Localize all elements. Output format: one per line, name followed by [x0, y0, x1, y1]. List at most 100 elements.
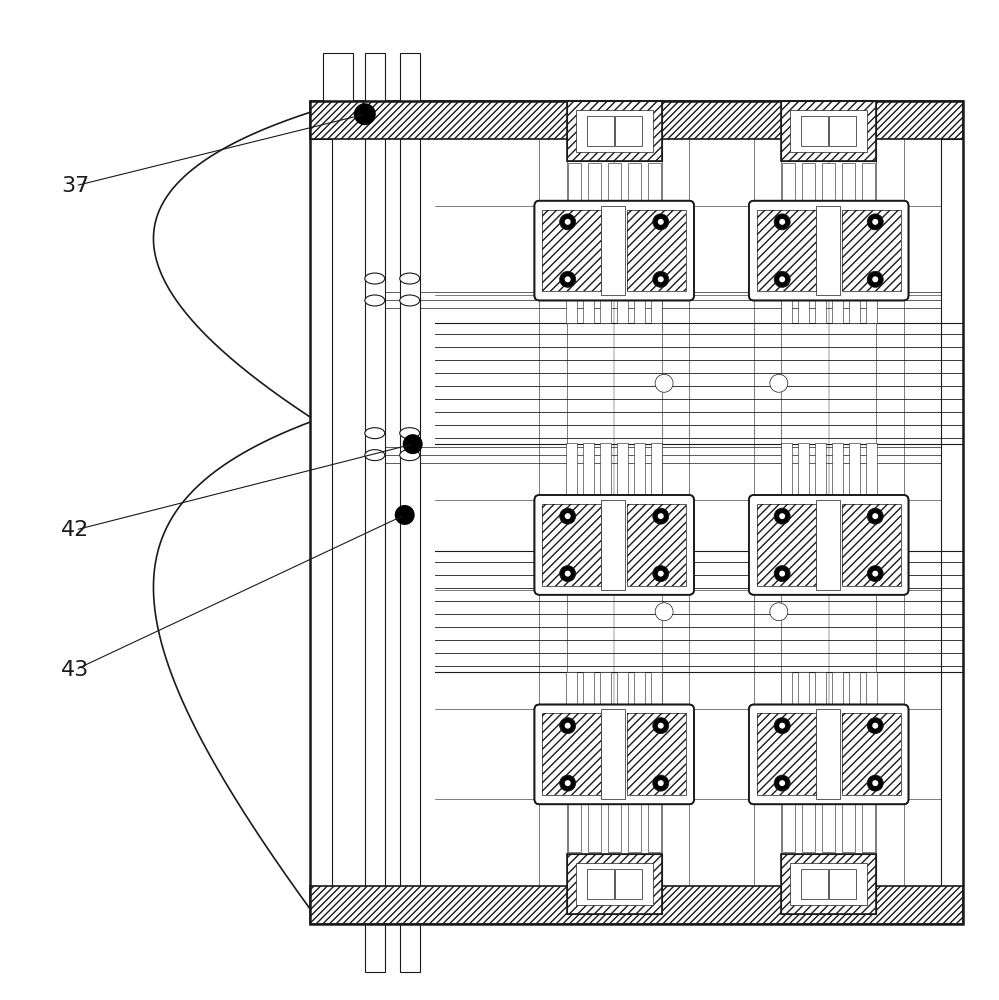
Circle shape — [774, 508, 790, 524]
Bar — [822, 163, 835, 204]
FancyBboxPatch shape — [749, 495, 908, 595]
Circle shape — [779, 571, 785, 577]
Circle shape — [564, 723, 570, 729]
Bar — [567, 163, 580, 204]
Circle shape — [354, 103, 376, 125]
Bar — [866, 297, 877, 323]
Bar — [790, 863, 867, 905]
Bar — [842, 210, 900, 291]
Circle shape — [774, 214, 790, 230]
Circle shape — [779, 723, 785, 729]
Circle shape — [872, 780, 878, 786]
Bar — [583, 672, 594, 708]
Bar — [842, 713, 900, 795]
Circle shape — [867, 508, 883, 524]
Bar — [780, 672, 791, 708]
Bar — [542, 504, 601, 586]
Bar — [866, 552, 877, 592]
Bar — [583, 443, 594, 498]
Circle shape — [657, 513, 663, 519]
Circle shape — [657, 276, 663, 282]
Circle shape — [872, 723, 878, 729]
Bar — [566, 854, 661, 914]
Bar — [815, 672, 826, 708]
Bar — [798, 297, 808, 323]
Bar — [842, 801, 855, 852]
Bar — [842, 504, 900, 586]
Bar — [842, 504, 900, 586]
Bar — [365, 101, 385, 924]
Bar — [587, 801, 600, 852]
Bar — [575, 110, 652, 152]
Bar — [310, 886, 963, 924]
Bar — [627, 504, 686, 586]
Bar — [634, 552, 645, 592]
Bar — [627, 210, 686, 291]
Bar — [802, 163, 815, 204]
Bar — [757, 713, 816, 795]
Bar — [601, 500, 625, 590]
Bar — [941, 139, 963, 886]
Circle shape — [652, 775, 668, 791]
Bar — [781, 101, 876, 161]
Bar — [849, 552, 860, 592]
Circle shape — [872, 276, 878, 282]
Bar — [600, 672, 611, 708]
Bar — [566, 672, 577, 708]
Circle shape — [657, 219, 663, 225]
Circle shape — [559, 508, 575, 524]
Bar — [757, 504, 816, 586]
Bar — [798, 552, 808, 592]
Bar — [310, 139, 332, 886]
Bar — [782, 801, 795, 852]
Circle shape — [867, 718, 883, 734]
Bar — [310, 886, 963, 924]
Bar — [757, 504, 816, 586]
Circle shape — [770, 603, 788, 621]
Circle shape — [770, 374, 788, 392]
Bar — [365, 924, 385, 972]
Bar — [607, 801, 620, 852]
Bar — [542, 713, 601, 795]
Bar — [583, 552, 594, 592]
Bar — [586, 869, 613, 899]
Circle shape — [872, 571, 878, 577]
Bar — [802, 801, 815, 852]
Bar — [400, 101, 420, 924]
Bar — [866, 672, 877, 708]
Bar — [781, 854, 876, 914]
Circle shape — [564, 219, 570, 225]
Text: 42: 42 — [61, 520, 90, 540]
Bar — [832, 672, 843, 708]
Bar — [542, 713, 601, 795]
Bar — [542, 210, 601, 291]
FancyBboxPatch shape — [534, 201, 694, 300]
Bar — [829, 116, 856, 146]
Ellipse shape — [400, 295, 420, 306]
Bar — [600, 297, 611, 323]
Bar — [832, 297, 843, 323]
Bar — [648, 801, 661, 852]
Text: 37: 37 — [61, 176, 90, 196]
Bar — [849, 443, 860, 498]
Circle shape — [774, 566, 790, 582]
Bar — [801, 869, 828, 899]
Circle shape — [403, 434, 423, 454]
Ellipse shape — [400, 450, 420, 461]
Bar — [566, 101, 661, 161]
Bar — [583, 297, 594, 323]
Bar — [757, 210, 816, 291]
Bar — [781, 101, 876, 161]
Circle shape — [779, 276, 785, 282]
Ellipse shape — [365, 428, 385, 439]
Ellipse shape — [365, 295, 385, 306]
Bar — [849, 672, 860, 708]
Circle shape — [655, 374, 673, 392]
Bar — [627, 713, 686, 795]
Bar — [601, 709, 625, 799]
Bar — [780, 297, 791, 323]
Bar — [780, 552, 791, 592]
Circle shape — [657, 723, 663, 729]
Circle shape — [652, 566, 668, 582]
Bar — [815, 443, 826, 498]
